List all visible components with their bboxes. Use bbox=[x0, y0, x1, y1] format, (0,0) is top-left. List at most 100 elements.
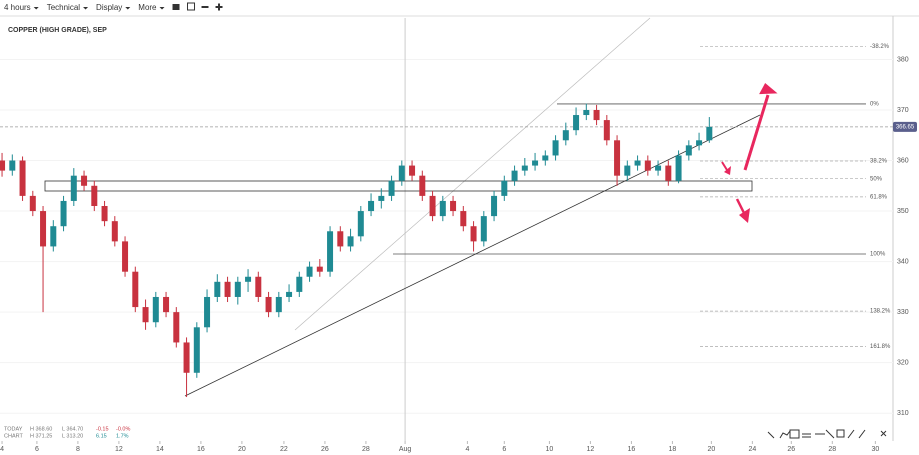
candle-body bbox=[111, 221, 118, 242]
candle-body bbox=[173, 312, 180, 343]
toolbar-button[interactable]: Display bbox=[96, 3, 122, 12]
tool-icon[interactable] bbox=[779, 430, 791, 439]
fib-label: 38.2% bbox=[870, 159, 888, 165]
x-tick-label: 26 bbox=[787, 446, 795, 453]
fib-label: 138.2% bbox=[870, 309, 891, 315]
x-tick-label: 16 bbox=[628, 446, 636, 453]
candle-body bbox=[286, 291, 293, 297]
arrow bbox=[735, 198, 746, 214]
candle-body bbox=[398, 165, 405, 181]
x-tick-label: 20 bbox=[707, 446, 715, 453]
x-tick-label: 4 bbox=[465, 446, 469, 453]
candle-body bbox=[624, 165, 631, 176]
toolbar-button[interactable]: 4 hours bbox=[4, 3, 31, 12]
candle-body bbox=[40, 211, 47, 247]
y-tick-label: 320 bbox=[897, 360, 909, 367]
candle-body bbox=[634, 160, 641, 166]
candle-body bbox=[224, 281, 231, 297]
candle-body bbox=[665, 165, 672, 181]
candle-body bbox=[644, 160, 651, 171]
last-price-tag bbox=[893, 121, 917, 132]
candle-body bbox=[275, 296, 282, 313]
x-tick-label: 28 bbox=[828, 446, 836, 453]
candle-body bbox=[204, 296, 211, 328]
open-icon[interactable] bbox=[172, 4, 180, 10]
arrow-head bbox=[739, 208, 750, 223]
last-price-label: 366.65 bbox=[896, 124, 915, 130]
candle-body bbox=[501, 180, 508, 196]
tool-icon[interactable] bbox=[767, 431, 775, 439]
trend-line bbox=[184, 114, 761, 397]
tool-icon[interactable] bbox=[836, 429, 845, 438]
arrow-head bbox=[759, 83, 778, 95]
candle-body bbox=[429, 195, 436, 217]
stat-text: 6.15 bbox=[96, 433, 107, 439]
x-tick-label: 12 bbox=[587, 446, 595, 453]
candle-body bbox=[152, 296, 159, 323]
y-tick-label: 340 bbox=[897, 258, 909, 265]
candle-body bbox=[19, 160, 26, 196]
x-tick-label: 12 bbox=[115, 446, 123, 453]
candle-body bbox=[480, 216, 487, 242]
candle-body bbox=[583, 109, 590, 116]
candle-body bbox=[521, 165, 528, 171]
candle-body bbox=[552, 140, 559, 156]
zone-box bbox=[44, 180, 753, 192]
tool-icon[interactable] bbox=[802, 433, 811, 438]
x-tick-label: 10 bbox=[546, 446, 554, 453]
stat-text: 1.7% bbox=[116, 433, 129, 439]
candle-body bbox=[9, 160, 16, 171]
candle-body bbox=[347, 236, 354, 247]
stat-text: CHART bbox=[4, 433, 23, 439]
zoom-in-icon[interactable] bbox=[215, 3, 223, 11]
candle-body bbox=[101, 206, 108, 222]
candle-body bbox=[470, 226, 477, 242]
y-tick-label: 330 bbox=[897, 309, 909, 316]
dropdown-caret bbox=[125, 7, 131, 10]
stat-text: H 368.60 bbox=[30, 426, 52, 432]
toolbar-button[interactable]: Technical bbox=[47, 3, 81, 12]
y-tick-label: 370 bbox=[897, 107, 909, 114]
candle-body bbox=[573, 115, 580, 131]
dropdown-caret bbox=[83, 7, 89, 10]
candle-body bbox=[296, 276, 303, 292]
arrow-head bbox=[724, 166, 731, 175]
stat-text: TODAY bbox=[4, 426, 23, 432]
candle-body bbox=[70, 175, 77, 201]
stat-text: L 313.20 bbox=[62, 433, 83, 439]
save-icon[interactable] bbox=[187, 2, 196, 11]
x-tick-label: 28 bbox=[362, 446, 370, 453]
arrow bbox=[743, 94, 770, 171]
x-tick-label: 6 bbox=[35, 446, 39, 453]
tool-icon[interactable] bbox=[825, 429, 835, 439]
candle-body bbox=[337, 231, 344, 247]
candle-body bbox=[388, 180, 395, 196]
toolbar-button[interactable]: More bbox=[138, 3, 157, 12]
candle-body bbox=[91, 185, 98, 206]
trend-line bbox=[294, 17, 651, 331]
candle-body bbox=[50, 226, 57, 247]
candle-body bbox=[593, 109, 600, 121]
tool-icon[interactable] bbox=[789, 429, 800, 439]
x-tick-label: 6 bbox=[502, 446, 506, 453]
candle-body bbox=[132, 271, 139, 308]
fib-label: 50% bbox=[870, 176, 883, 182]
candle-body bbox=[368, 200, 375, 212]
candle-body bbox=[327, 231, 334, 272]
candle-body bbox=[306, 266, 313, 277]
stat-text: -0.0% bbox=[116, 426, 130, 432]
tool-icon[interactable] bbox=[858, 429, 866, 439]
fib-label: 161.8% bbox=[870, 344, 891, 350]
tool-icon[interactable] bbox=[880, 430, 887, 437]
candle-body bbox=[214, 281, 221, 297]
candle-body bbox=[675, 155, 682, 181]
y-tick-label: 310 bbox=[897, 410, 909, 417]
candle-body bbox=[183, 342, 190, 373]
candle-body bbox=[511, 170, 518, 181]
chart-title: COPPER (HIGH GRADE), SEP bbox=[8, 27, 107, 34]
x-tick-label: 16 bbox=[197, 446, 205, 453]
fib-label: 100% bbox=[870, 252, 886, 258]
tool-icon[interactable] bbox=[847, 429, 855, 439]
